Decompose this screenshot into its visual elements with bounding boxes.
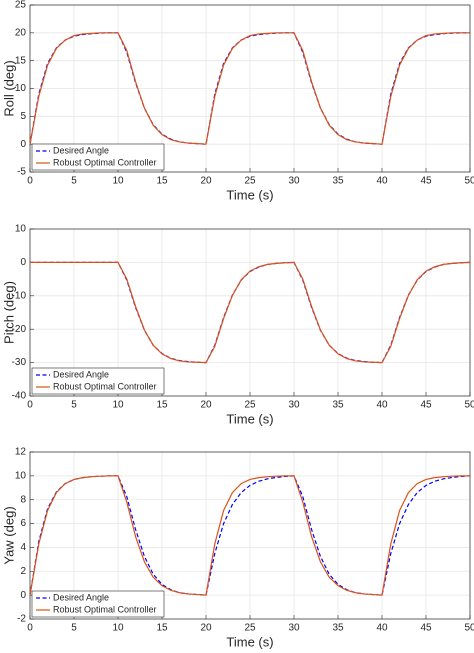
x-tick-label: 10: [112, 176, 124, 187]
x-tick-label: 45: [420, 400, 432, 411]
x-tick-label: 5: [71, 623, 77, 634]
x-tick-label: 35: [332, 623, 344, 634]
x-tick-label: 5: [71, 400, 77, 411]
y-tick-label: 0: [20, 257, 26, 268]
x-tick-label: 5: [71, 176, 77, 187]
series-line: [29, 475, 470, 596]
y-tick-label: -5: [17, 167, 26, 178]
y-tick-label: 20: [15, 27, 27, 38]
y-tick-label: 0: [20, 590, 26, 601]
x-tick-label: 40: [376, 623, 388, 634]
legend-label: Desired Angle: [53, 592, 109, 602]
legend-label: Desired Angle: [53, 145, 109, 155]
y-tick-label: 8: [20, 494, 26, 505]
x-tick-label: 20: [200, 176, 212, 187]
y-tick-label: 2: [20, 566, 26, 577]
x-axis-label: Time (s): [226, 411, 273, 426]
y-tick-label: -20: [12, 324, 27, 335]
y-tick-label: 4: [20, 542, 26, 553]
legend-label: Robust Optimal Controller: [53, 604, 157, 614]
x-tick-label: 50: [464, 400, 474, 411]
series-line: [29, 32, 470, 145]
x-axis-label: Time (s): [226, 634, 273, 649]
y-tick-label: -40: [12, 391, 27, 402]
x-tick-label: 40: [376, 400, 388, 411]
x-tick-label: 30: [288, 176, 300, 187]
legend-box: [31, 367, 165, 395]
y-tick-label: 5: [20, 111, 26, 122]
x-tick-label: 35: [332, 400, 344, 411]
x-tick-label: 50: [464, 623, 474, 634]
x-tick-label: 25: [244, 623, 256, 634]
y-tick-label: 10: [15, 224, 27, 235]
x-tick-label: 25: [244, 400, 256, 411]
axes-box: [29, 451, 471, 620]
y-tick-label: -10: [12, 290, 27, 301]
legend-label: Robust Optimal Controller: [53, 157, 157, 167]
x-tick-label: 0: [27, 176, 33, 187]
x-axis-label: Time (s): [226, 187, 273, 202]
x-tick-label: 35: [332, 176, 344, 187]
x-tick-label: 10: [112, 623, 124, 634]
legend-label: Robust Optimal Controller: [53, 381, 157, 391]
y-axis-label: Roll (deg): [1, 60, 16, 116]
x-tick-label: 30: [288, 623, 300, 634]
legend: Desired Angle Robust Optimal Controller: [31, 367, 165, 395]
x-tick-label: 30: [288, 400, 300, 411]
x-tick-label: 20: [200, 400, 212, 411]
x-tick-label: 15: [156, 176, 168, 187]
x-tick-label: 45: [420, 176, 432, 187]
y-tick-label: 0: [20, 139, 26, 150]
legend: Desired Angle Robust Optimal Controller: [31, 143, 165, 171]
x-tick-label: 40: [376, 176, 388, 187]
y-tick-label: 25: [15, 0, 27, 11]
series-line: [30, 261, 471, 364]
x-tick-label: 15: [156, 623, 168, 634]
x-tick-label: 15: [156, 400, 168, 411]
y-axis-label: Pitch (deg): [1, 281, 16, 344]
y-tick-label: 6: [20, 518, 26, 529]
legend-label: Desired Angle: [53, 369, 109, 379]
axes-box: [29, 228, 471, 397]
x-tick-label: 0: [27, 400, 33, 411]
y-tick-label: -30: [12, 357, 27, 368]
x-tick-label: 50: [464, 176, 474, 187]
x-tick-label: 20: [200, 623, 212, 634]
legend-box: [31, 143, 165, 171]
legend: Desired Angle Robust Optimal Controller: [31, 590, 165, 618]
x-tick-label: 45: [420, 623, 432, 634]
axes-box: [29, 4, 471, 173]
x-tick-label: 10: [112, 400, 124, 411]
y-tick-label: -2: [17, 614, 26, 625]
x-tick-label: 25: [244, 176, 256, 187]
y-axis-label: Yaw (deg): [1, 506, 16, 564]
y-tick-label: 10: [15, 470, 27, 481]
x-tick-label: 0: [27, 623, 33, 634]
legend-box: [31, 590, 165, 618]
subplot: 0 5 10 15 20 25 30 35 40 45 50 -40 -30 -20 -10 0 10 Time …: [1, 224, 474, 427]
y-tick-label: 12: [15, 447, 27, 458]
y-tick-label: 10: [15, 83, 27, 94]
y-tick-label: 15: [15, 55, 27, 66]
